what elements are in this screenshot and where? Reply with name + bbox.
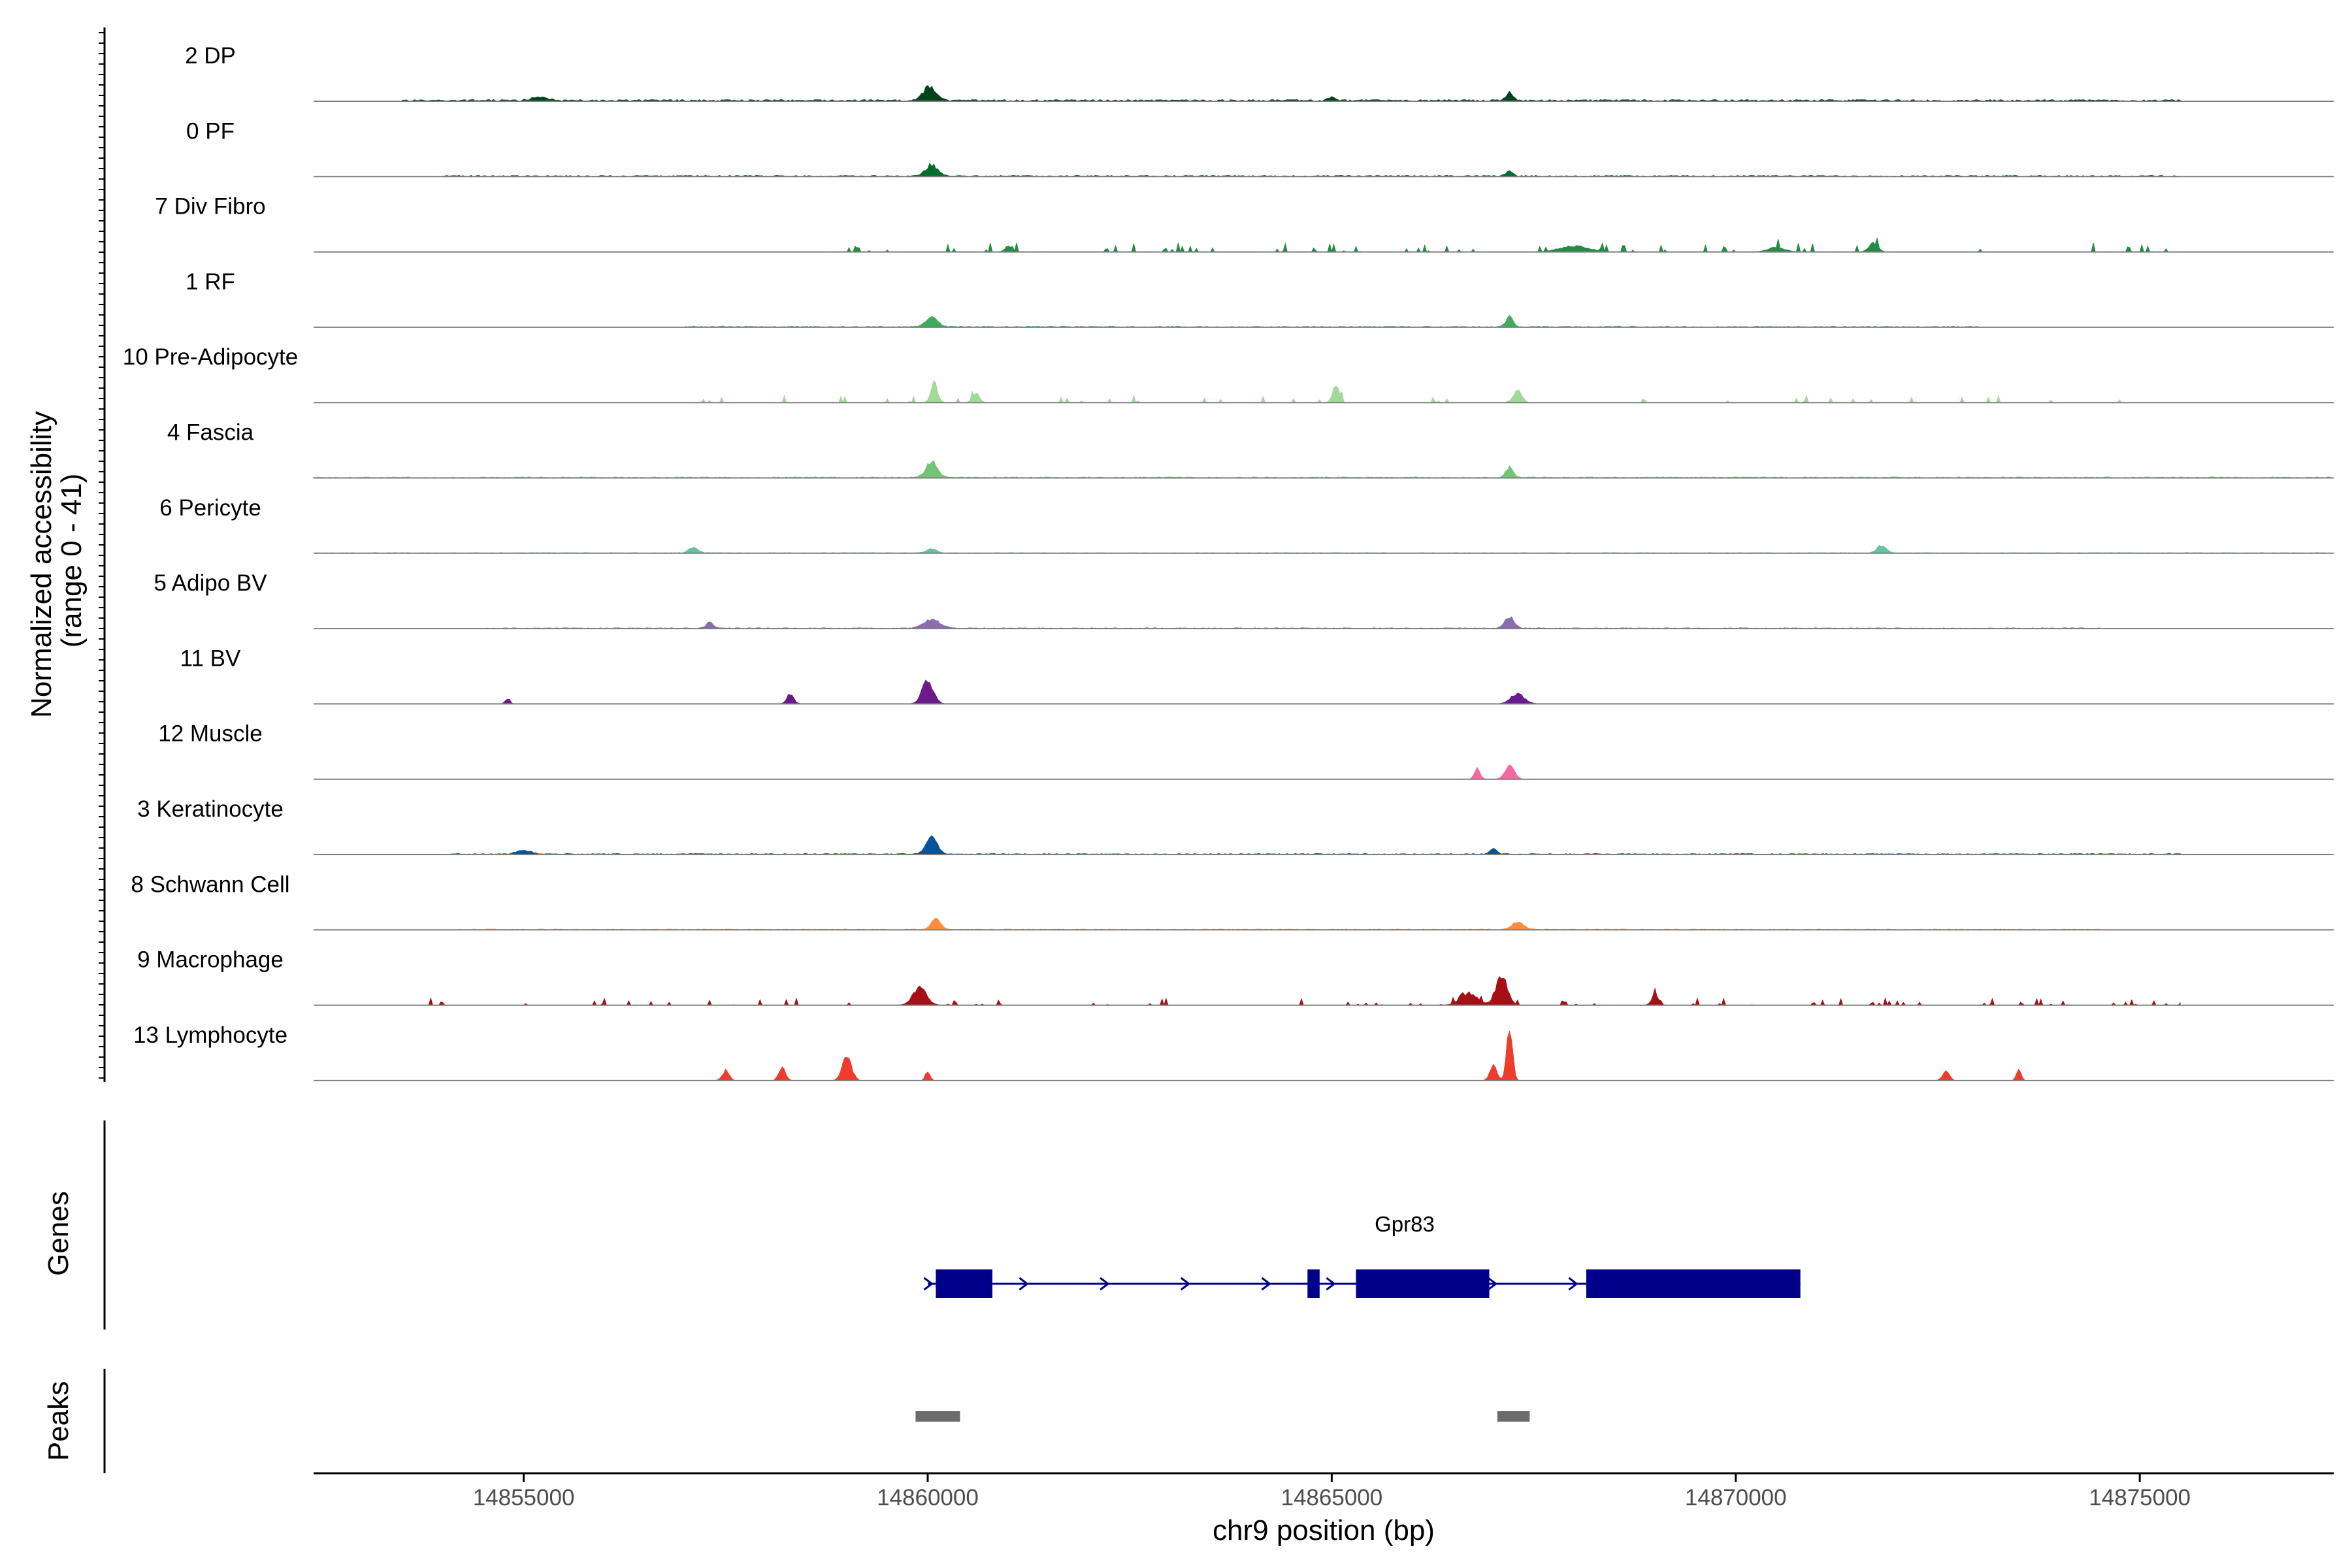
track-signal	[499, 679, 1639, 704]
track-label: 4 Fascia	[167, 420, 254, 446]
coverage-y-axis-ticks	[99, 32, 105, 1079]
track-signal	[313, 545, 2334, 554]
strand-arrow-icon	[1180, 1277, 1191, 1291]
track-signal	[459, 917, 2100, 930]
y-axis-title-line2: (range 0 - 41)	[56, 474, 88, 648]
strand-arrow-icon	[1568, 1277, 1578, 1291]
peak-region	[1497, 1411, 1530, 1422]
track-label: 13 Lymphocyte	[133, 1022, 287, 1048]
track-4-fascia: 4 Fascia	[167, 420, 2334, 479]
peaks-track	[915, 1411, 1530, 1422]
track-signal	[313, 460, 2334, 479]
track-2-dp: 2 DP	[185, 43, 2334, 102]
track-11-bv: 11 BV	[180, 645, 2334, 705]
track-7-div-fibro: 7 Div Fibro	[155, 194, 2334, 253]
track-0-pf: 0 PF	[186, 118, 2334, 178]
gene-exon	[1356, 1269, 1490, 1298]
strand-arrow-icon	[923, 1277, 934, 1291]
peak-region	[915, 1411, 960, 1422]
track-signal	[685, 314, 1979, 328]
y-axis-title: Normalized accessibility (range 0 - 41)	[25, 403, 88, 718]
y-axis-title-line1: Normalized accessibility	[25, 411, 57, 717]
track-10-pre-adipocyte: 10 Pre-Adipocyte	[123, 344, 2334, 404]
genes-panel-title: Genes	[42, 1191, 74, 1276]
track-label: 9 Macrophage	[137, 947, 284, 973]
track-label: 6 Pericyte	[159, 495, 261, 521]
strand-arrow-icon	[1019, 1277, 1029, 1291]
gene-exon	[1307, 1269, 1320, 1298]
x-tick-label: 14855000	[473, 1485, 575, 1511]
strand-arrow-icon	[1487, 1277, 1498, 1291]
track-signal	[402, 85, 2181, 102]
track-signal	[483, 616, 2100, 629]
track-signal	[846, 238, 2180, 253]
track-signal	[442, 835, 2181, 855]
x-axis-title: chr9 position (bp)	[1213, 1514, 1435, 1546]
track-label: 11 BV	[180, 645, 241, 671]
track-label: 5 Adipo BV	[154, 570, 267, 596]
peaks-panel-title: Peaks	[42, 1381, 74, 1461]
x-tick-label: 14860000	[877, 1485, 979, 1511]
gene-exon	[936, 1269, 992, 1298]
track-12-muscle: 12 Muscle	[158, 721, 2334, 780]
track-13-lymphocyte: 13 Lymphocyte	[133, 1022, 2334, 1081]
x-tick-label: 14870000	[1685, 1485, 1787, 1511]
track-8-schwann-cell: 8 Schwann Cell	[131, 872, 2334, 931]
x-tick-label: 14865000	[1281, 1485, 1383, 1511]
track-3-keratinocyte: 3 Keratinocyte	[137, 796, 2334, 855]
track-label: 1 RF	[186, 269, 235, 295]
strand-arrow-icon	[1100, 1277, 1110, 1291]
track-5-adipo-bv: 5 Adipo BV	[154, 570, 2334, 630]
gene-annotation: Gpr83	[923, 1212, 1801, 1298]
strand-arrow-icon	[1261, 1277, 1271, 1291]
track-1-rf: 1 RF	[186, 269, 2334, 328]
track-label: 12 Muscle	[158, 721, 263, 747]
track-label: 10 Pre-Adipocyte	[123, 344, 298, 370]
x-axis-ticks: 14855000 14860000 14865000 14870000 14875000	[473, 1473, 2191, 1511]
strand-arrow-icon	[1326, 1277, 1336, 1291]
track-label: 0 PF	[186, 118, 235, 144]
track-label: 2 DP	[185, 43, 236, 69]
x-tick-label: 14875000	[2089, 1485, 2191, 1511]
track-signal	[701, 1030, 2027, 1081]
track-signal	[427, 976, 2181, 1007]
track-9-macrophage: 9 Macrophage	[137, 947, 2334, 1007]
track-label: 3 Keratinocyte	[137, 796, 284, 822]
track-label: 8 Schwann Cell	[131, 872, 289, 897]
gene-exon	[1586, 1269, 1801, 1298]
coverage-tracks: 2 DP 0 PF 7 Div Fibro 1 RF 10 Pre-Adipocyte 4…	[123, 43, 2334, 1081]
track-signal	[442, 162, 2181, 177]
track-signal	[701, 380, 2140, 404]
track-6-pericyte: 6 Pericyte	[159, 495, 2334, 554]
track-label: 7 Div Fibro	[155, 194, 265, 220]
track-signal	[887, 764, 2189, 780]
gene-label: Gpr83	[1375, 1212, 1435, 1236]
